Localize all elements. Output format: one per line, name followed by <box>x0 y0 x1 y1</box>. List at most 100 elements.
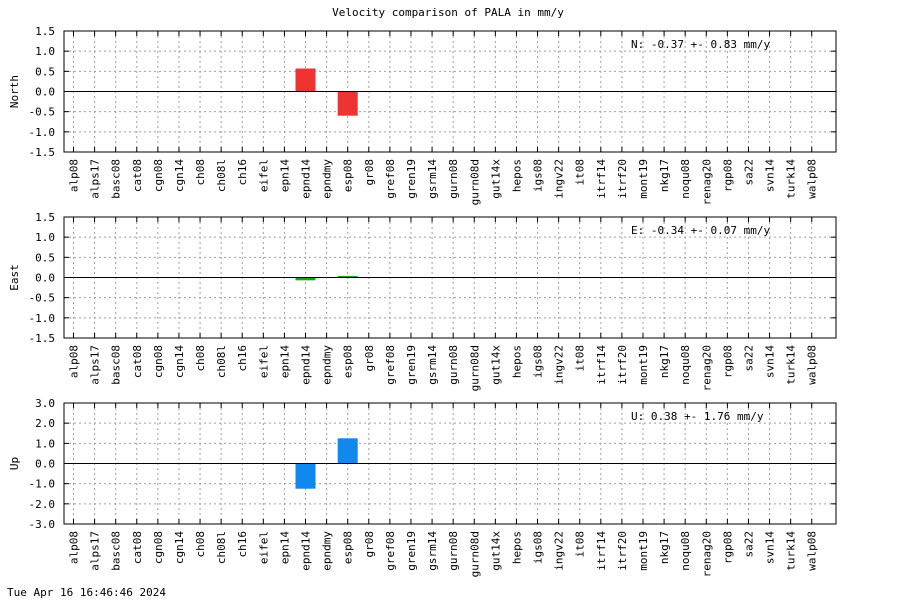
y-tick-label: 1.5 <box>35 25 55 38</box>
y-tick-label: -1.5 <box>29 332 56 345</box>
x-tick-label: walp08 <box>806 345 819 385</box>
x-tick-label: esp08 <box>342 345 355 378</box>
x-tick-label: gsrm14 <box>426 531 439 571</box>
x-tick-label: alps17 <box>89 345 102 385</box>
bar-epnd14 <box>295 68 316 92</box>
y-tick-label: 0.0 <box>35 458 55 471</box>
x-tick-label: alps17 <box>89 531 102 571</box>
stats-annotation: E: -0.34 +- 0.07 mm/y <box>631 224 770 237</box>
x-tick-label: epndmy <box>321 159 334 199</box>
x-tick-label: gurn08 <box>447 345 460 385</box>
x-tick-label: epn14 <box>278 345 291 378</box>
chart-panel-east: -1.5 -1.0 -0.5 0.0 0.5 1.0 1.5 alp08 alps17 basc0… <box>8 211 837 391</box>
x-tick-label: renag20 <box>700 159 713 205</box>
x-tick-label: cgn08 <box>152 345 165 378</box>
x-tick-label: sa22 <box>742 345 755 372</box>
x-tick-label: cgn14 <box>173 345 186 378</box>
y-axis-label: East <box>8 264 21 291</box>
figure-title: Velocity comparison of PALA in mm/y <box>332 6 564 19</box>
x-tick-label: ch08 <box>194 345 207 372</box>
x-tick-label: gref08 <box>384 531 397 571</box>
x-tick-label: sa22 <box>742 531 755 558</box>
x-tick-label: alps17 <box>89 159 102 199</box>
x-tick-label: hepos <box>510 531 523 564</box>
x-tick-label: esp08 <box>342 159 355 192</box>
x-tick-label: ch16 <box>236 159 249 186</box>
x-tick-label: epnd14 <box>300 531 313 571</box>
bar-esp08 <box>337 275 358 278</box>
x-tick-label: basc08 <box>110 531 123 571</box>
y-tick-label: -1.0 <box>29 478 56 491</box>
x-tick-label: noqu08 <box>679 531 692 571</box>
x-tick-label: it08 <box>574 159 587 186</box>
x-tick-label: it08 <box>574 345 587 372</box>
y-tick-label: 0.5 <box>35 251 55 264</box>
bar-esp08 <box>337 438 358 464</box>
y-tick-label: 3.0 <box>35 397 55 410</box>
x-tick-label: itrf20 <box>616 531 629 571</box>
x-tick-label: mont19 <box>637 531 650 571</box>
bar-esp08 <box>337 91 358 116</box>
x-tick-label: gurn08 <box>447 159 460 199</box>
x-tick-label: cgn14 <box>173 531 186 564</box>
y-tick-label: 1.0 <box>35 231 55 244</box>
y-tick-label: -1.0 <box>29 312 56 325</box>
x-tick-label: svn14 <box>764 345 777 378</box>
x-tick-label: gref08 <box>384 345 397 385</box>
x-tick-label: mont19 <box>637 345 650 385</box>
x-tick-label: mont19 <box>637 159 650 199</box>
x-tick-label: nkg17 <box>658 531 671 564</box>
y-tick-label: -0.5 <box>29 106 56 119</box>
x-tick-label: nkg17 <box>658 345 671 378</box>
x-tick-label: gurn08d <box>468 345 481 391</box>
x-tick-label: ingv22 <box>553 345 566 385</box>
x-tick-label: renag20 <box>700 531 713 577</box>
x-tick-label: alp08 <box>67 159 80 192</box>
x-tick-label: hepos <box>510 159 523 192</box>
x-tick-label: svn14 <box>764 159 777 192</box>
x-tick-label: igs08 <box>532 531 545 564</box>
y-tick-label: 1.5 <box>35 211 55 224</box>
x-tick-label: cat08 <box>131 345 144 378</box>
x-tick-label: alp08 <box>67 531 80 564</box>
x-tick-label: rgp08 <box>721 159 734 192</box>
y-tick-label: -1.0 <box>29 126 56 139</box>
x-tick-label: walp08 <box>806 159 819 199</box>
stats-annotation: N: -0.37 +- 0.83 mm/y <box>631 38 770 51</box>
x-tick-label: gurn08d <box>468 531 481 577</box>
y-tick-label: 0.5 <box>35 65 55 78</box>
x-tick-label: turk14 <box>785 345 798 385</box>
x-tick-label: rgp08 <box>721 531 734 564</box>
x-tick-label: walp08 <box>806 531 819 571</box>
x-tick-label: gren19 <box>405 159 418 199</box>
x-tick-label: gren19 <box>405 345 418 385</box>
x-tick-label: ch08 <box>194 531 207 558</box>
bar-epnd14 <box>295 277 316 281</box>
y-tick-label: -3.0 <box>29 518 56 531</box>
x-tick-label: eifel <box>257 531 270 564</box>
x-tick-label: itrf14 <box>595 531 608 571</box>
x-tick-label: ingv22 <box>553 531 566 571</box>
x-tick-label: gr08 <box>363 345 376 372</box>
x-tick-label: gren19 <box>405 531 418 571</box>
x-tick-label: sa22 <box>742 159 755 186</box>
plot-frame <box>63 30 837 153</box>
x-tick-label: igs08 <box>532 345 545 378</box>
x-tick-label: cgn14 <box>173 159 186 192</box>
x-tick-label: epnd14 <box>300 345 313 385</box>
x-tick-label: ch08l <box>215 159 228 192</box>
footer-timestamp: Tue Apr 16 16:46:46 2024 <box>7 586 166 599</box>
x-tick-label: eifel <box>257 345 270 378</box>
y-axis-label: Up <box>8 457 21 470</box>
x-tick-label: basc08 <box>110 159 123 199</box>
x-tick-label: gsrm14 <box>426 345 439 385</box>
x-tick-label: gr08 <box>363 159 376 186</box>
x-tick-label: cat08 <box>131 159 144 192</box>
x-tick-label: epndmy <box>321 531 334 571</box>
plot-frame <box>63 216 837 339</box>
x-tick-label: igs08 <box>532 159 545 192</box>
x-tick-label: noqu08 <box>679 345 692 385</box>
y-tick-label: 1.0 <box>35 437 55 450</box>
x-tick-label: ch08 <box>194 159 207 186</box>
x-tick-label: cat08 <box>131 531 144 564</box>
